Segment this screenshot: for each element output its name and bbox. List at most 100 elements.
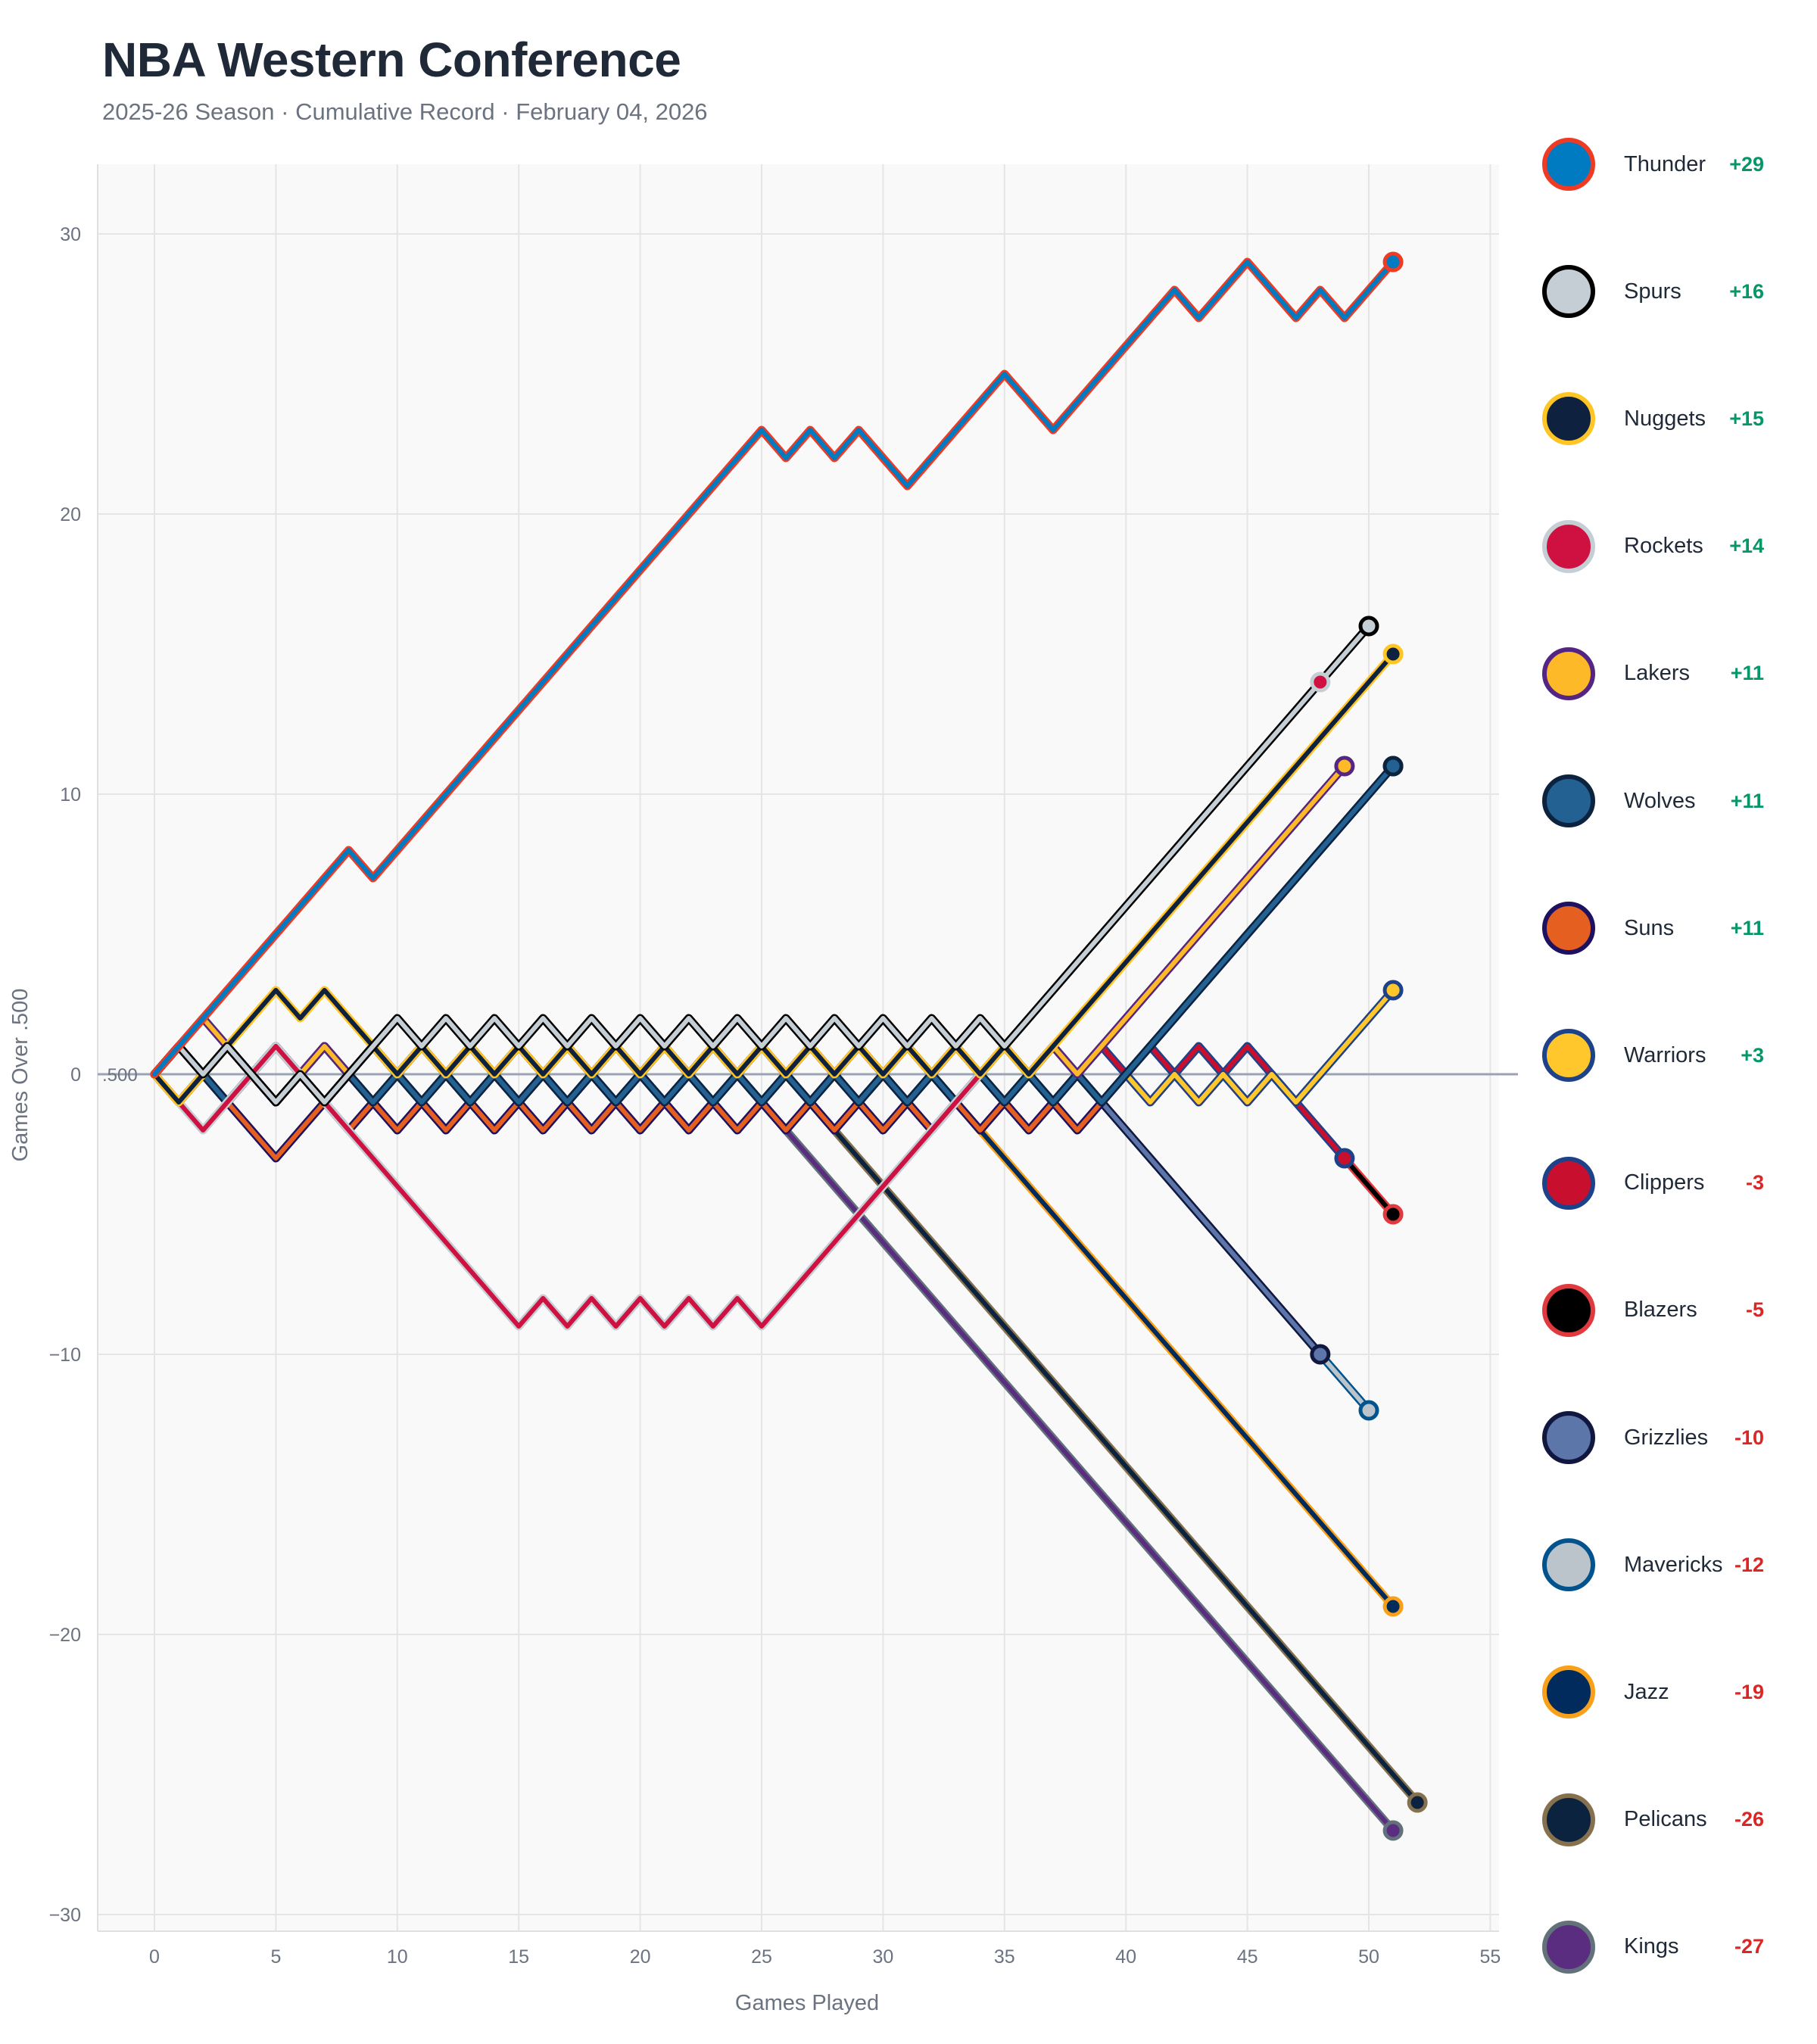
legend-item-blazers[interactable]: Blazers -5 [1537, 1283, 1794, 1337]
legend-team-name: Blazers [1624, 1298, 1697, 1323]
legend-team-value: +11 [1730, 662, 1764, 685]
axes: 0 5 10 15 20 25 30 35 40 45 50 55 −30 −20 −10 0 10 20 30 .5… [49, 164, 1518, 1968]
legend-team-value: -3 [1745, 1171, 1764, 1195]
warriors-logo-icon [1537, 1024, 1600, 1087]
legend-item-grizzlies[interactable]: Grizzlies -10 [1537, 1411, 1794, 1464]
legend-item-thunder[interactable]: Thunder +29 [1537, 138, 1794, 191]
end-marker-mavericks [1358, 1400, 1379, 1421]
legend-team-name: Thunder [1624, 151, 1706, 176]
legend-team-name: Mavericks [1624, 1552, 1723, 1577]
series-line-wolves [152, 764, 1396, 1105]
legend-team-name: Kings [1624, 1934, 1679, 1959]
x-axis-label: Games Played [735, 1991, 879, 2015]
kings-logo-icon [1537, 1915, 1600, 1979]
legend-team-value: +11 [1730, 789, 1764, 812]
end-marker-warriors [1382, 980, 1404, 1001]
thunder-logo-icon [1537, 132, 1600, 196]
spurs-logo-icon [1537, 260, 1600, 323]
end-marker-pelicans [1407, 1792, 1428, 1813]
x-tick-label: 35 [994, 1946, 1015, 1968]
y-tick-label: 10 [60, 784, 81, 805]
legend-team-name: Grizzlies [1624, 1425, 1709, 1450]
y-tick-label: −30 [49, 1905, 81, 1926]
legend-team-value: +11 [1730, 916, 1764, 939]
clippers-logo-icon [1537, 1151, 1600, 1215]
series-line-thunder [152, 260, 1396, 1077]
x-tick-label: 0 [149, 1946, 160, 1968]
end-marker-grizzlies [1310, 1344, 1331, 1365]
y-tick-label: 0 [70, 1064, 81, 1086]
y-tick-label: −10 [49, 1344, 81, 1366]
legend-item-warriors[interactable]: Warriors +3 [1537, 1029, 1794, 1083]
x-tick-label: 50 [1358, 1946, 1379, 1968]
legend-item-spurs[interactable]: Spurs +16 [1537, 265, 1794, 319]
legend-team-value: +14 [1729, 534, 1764, 558]
legend-team-name: Suns [1624, 915, 1675, 940]
end-marker-rockets [1310, 671, 1331, 693]
nuggets-logo-icon [1537, 387, 1600, 450]
legend-team-name: Nuggets [1624, 406, 1706, 431]
end-marker-jazz [1382, 1596, 1404, 1617]
legend-item-rockets[interactable]: Rockets +14 [1537, 519, 1794, 573]
legend-item-clippers[interactable]: Clippers -3 [1537, 1156, 1794, 1210]
legend-team-name: Clippers [1624, 1170, 1705, 1195]
legend-item-jazz[interactable]: Jazz -19 [1537, 1665, 1794, 1719]
end-marker-wolves [1382, 756, 1404, 777]
legend-item-lakers[interactable]: Lakers +11 [1537, 647, 1794, 700]
legend-team-name: Wolves [1624, 788, 1696, 813]
series-line-nuggets [152, 652, 1396, 1105]
end-marker-kings [1382, 1820, 1404, 1841]
baseline-label: .500 [102, 1065, 138, 1086]
legend-team-value: -26 [1734, 1808, 1764, 1831]
series-lines [150, 257, 1422, 1835]
end-marker-clippers [1334, 1148, 1355, 1169]
legend-team-name: Pelicans [1624, 1807, 1707, 1832]
x-tick-label: 45 [1237, 1946, 1258, 1968]
legend-team-value: +16 [1729, 279, 1764, 303]
legend-team-value: -10 [1734, 1426, 1764, 1449]
x-tick-label: 20 [630, 1946, 651, 1968]
legend-item-wolves[interactable]: Wolves +11 [1537, 774, 1794, 827]
legend-team-name: Lakers [1624, 661, 1691, 686]
grizzlies-logo-icon [1537, 1406, 1600, 1469]
x-tick-label: 40 [1115, 1946, 1136, 1968]
legend-team-value: +3 [1741, 1043, 1764, 1067]
series-line-spurs [152, 624, 1371, 1105]
end-marker-blazers [1382, 1204, 1404, 1225]
x-tick-label: 15 [508, 1946, 529, 1968]
x-tick-label: 10 [387, 1946, 408, 1968]
lakers-logo-icon [1537, 642, 1600, 706]
x-tick-label: 55 [1479, 1946, 1501, 1968]
end-marker-thunder [1382, 251, 1404, 273]
chart-subtitle: 2025-26 Season · Cumulative Record · Feb… [102, 98, 708, 125]
legend-team-value: -5 [1745, 1298, 1764, 1322]
y-axis-label: Games Over .500 [8, 989, 33, 1162]
suns-logo-icon [1537, 896, 1600, 960]
rockets-logo-icon [1537, 515, 1600, 578]
legend-item-pelicans[interactable]: Pelicans -26 [1537, 1793, 1794, 1846]
legend-team-name: Spurs [1624, 279, 1681, 304]
legend-team-name: Jazz [1624, 1679, 1669, 1704]
end-marker-lakers [1334, 756, 1355, 777]
legend-team-value: +29 [1729, 152, 1764, 176]
legend-item-suns[interactable]: Suns +11 [1537, 902, 1794, 955]
jazz-logo-icon [1537, 1660, 1600, 1724]
chart-title: NBA Western Conference [102, 33, 681, 87]
plot-background [98, 164, 1499, 1931]
legend-item-mavericks[interactable]: Mavericks -12 [1537, 1538, 1794, 1592]
y-tick-label: 30 [60, 224, 81, 245]
legend-team-value: -12 [1734, 1553, 1764, 1576]
legend-team-value: +15 [1729, 407, 1764, 430]
mavericks-logo-icon [1537, 1533, 1600, 1597]
y-tick-label: 20 [60, 504, 81, 525]
x-tick-label: 25 [751, 1946, 772, 1968]
legend-team-value: -27 [1734, 1935, 1764, 1958]
x-tick-label: 30 [872, 1946, 893, 1968]
end-marker-spurs [1358, 615, 1379, 637]
legend-team-name: Warriors [1624, 1042, 1706, 1067]
legend-item-nuggets[interactable]: Nuggets +15 [1537, 392, 1794, 446]
legend-team-value: -19 [1734, 1680, 1764, 1703]
legend-item-kings[interactable]: Kings -27 [1537, 1920, 1794, 1974]
wolves-logo-icon [1537, 769, 1600, 833]
